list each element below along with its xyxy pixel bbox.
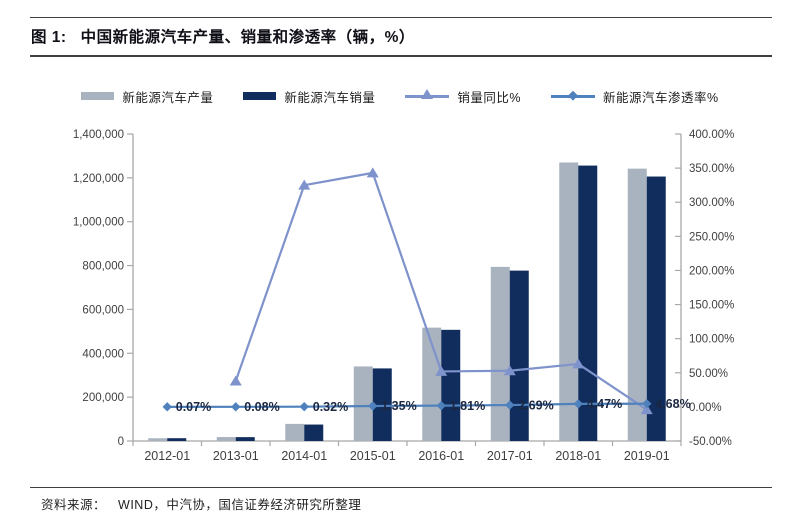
x-axis-category-label: 2012-01 xyxy=(144,449,190,463)
axes: 0 200,000 400,000 600,000 800,000 1,000,000 1,… xyxy=(73,129,735,463)
penetration-data-label: 4.68% xyxy=(655,397,690,411)
right-axis-tick-label: 250.00% xyxy=(689,231,734,243)
diamond-marker-icon xyxy=(436,400,446,411)
title-bottom-rule xyxy=(30,55,772,57)
bar-production-2014-01 xyxy=(285,423,305,441)
bar-production-2019-01 xyxy=(627,168,647,441)
title-top-rule xyxy=(30,17,772,18)
penetration-data-label: 1.81% xyxy=(450,399,485,413)
figure-title-text: 中国新能源汽车产量、销量和渗透率（辆，%） xyxy=(80,29,415,46)
legend-swatch-yoy xyxy=(405,89,450,103)
bar-production-2018-01 xyxy=(559,162,579,441)
bar-sales-2014-01 xyxy=(304,424,324,441)
yoy-line-series xyxy=(229,167,653,415)
x-axis-category-label: 2014-01 xyxy=(281,449,327,463)
legend-item-production: 新能源汽车产量 xyxy=(81,87,213,106)
triangle-marker-icon xyxy=(435,365,448,376)
bar-sales-2013-01 xyxy=(235,437,255,441)
legend-item-label: 新能源汽车渗透率% xyxy=(603,90,719,105)
diamond-marker-icon xyxy=(231,402,241,412)
penetration-data-label: 0.08% xyxy=(244,400,279,414)
diamond-marker-icon xyxy=(642,398,652,409)
source-text: WIND，中汽协，国信证券经济研究所整理 xyxy=(118,498,362,512)
x-axis-category-label: 2018-01 xyxy=(555,449,601,463)
legend-item-yoy: 销量同比% xyxy=(405,87,521,106)
penetration-data-label: 1.35% xyxy=(381,399,416,413)
chart-title: 图 1: 中国新能源汽车产量、销量和渗透率（辆，%） xyxy=(31,25,772,47)
bar-sales-2012-01 xyxy=(167,438,187,441)
left-axis-tick-label: 200,000 xyxy=(82,392,124,404)
right-axis-tick-label: 300.00% xyxy=(689,197,734,209)
penetration-data-label: 4.47% xyxy=(587,397,622,411)
legend-swatch-production xyxy=(81,92,115,100)
diamond-marker-icon xyxy=(573,399,583,409)
footer-rule xyxy=(30,487,772,488)
source-note: 资料来源： WIND，中汽协，国信证券经济研究所整理 xyxy=(41,494,772,513)
triangle-marker-icon xyxy=(572,358,585,369)
legend-item-label: 销量同比% xyxy=(457,90,522,105)
source-label: 资料来源： xyxy=(41,498,107,512)
penetration-data-label: 0.07% xyxy=(176,400,211,414)
diamond-marker-icon xyxy=(505,400,515,410)
x-axis-category-label: 2016-01 xyxy=(418,449,464,463)
legend-swatch-penetration xyxy=(551,89,596,103)
right-axis-tick-label: 100.00% xyxy=(689,334,734,346)
legend-item-label: 新能源汽车产量 xyxy=(122,90,214,105)
legend-item-penetration: 新能源汽车渗透率% xyxy=(551,87,719,106)
bar-sales-2015-01 xyxy=(372,368,392,441)
right-axis-tick-label: 350.00% xyxy=(689,163,734,175)
triangle-marker-icon xyxy=(640,404,653,415)
chart-legend: 新能源汽车产量 新能源汽车销量 销量同比% 新能源汽车渗透率% xyxy=(0,87,800,105)
right-axis-tick-label: 400.00% xyxy=(689,129,734,141)
right-axis-tick-label: -50.00% xyxy=(689,436,732,448)
left-axis-tick-label: 400,000 xyxy=(82,348,124,360)
triangle-marker-icon xyxy=(366,167,379,178)
penetration-line xyxy=(167,402,647,408)
right-axis-tick-label: 0.00% xyxy=(689,402,722,414)
bar-sales-2019-01 xyxy=(646,176,666,441)
right-axis-tick-label: 50.00% xyxy=(689,368,728,380)
triangle-marker-icon xyxy=(503,365,516,376)
legend-item-label: 新能源汽车销量 xyxy=(284,90,376,105)
x-axis-category-label: 2015-01 xyxy=(350,449,396,463)
production-bars xyxy=(148,162,647,441)
bar-production-2012-01 xyxy=(148,438,168,441)
triangle-marker-icon xyxy=(421,89,434,99)
right-axis-tick-label: 150.00% xyxy=(689,300,734,312)
left-axis-tick-label: 600,000 xyxy=(82,304,124,316)
bar-sales-2016-01 xyxy=(441,329,461,441)
figure-number-label: 图 1: xyxy=(31,29,67,46)
bar-production-2015-01 xyxy=(353,366,373,441)
left-axis-tick-label: 800,000 xyxy=(82,261,124,273)
sales-bars xyxy=(167,165,666,441)
diamond-marker-icon xyxy=(299,401,309,412)
triangle-marker-icon xyxy=(229,375,242,386)
penetration-line-series: 0.07% 0.08% 0.32% 1.35% 1.81% 2.69% 4.47% 4.68% xyxy=(162,397,691,414)
left-axis-tick-label: 1,400,000 xyxy=(73,129,124,141)
x-axis-category-label: 2013-01 xyxy=(213,449,259,463)
triangle-marker-icon xyxy=(298,179,311,190)
bar-production-2017-01 xyxy=(490,266,510,441)
x-axis-category-label: 2017-01 xyxy=(487,449,533,463)
penetration-data-label: 2.69% xyxy=(518,398,553,412)
diamond-marker-icon xyxy=(368,401,378,411)
left-axis-tick-label: 0 xyxy=(118,436,124,448)
right-axis-tick-label: 200.00% xyxy=(689,265,734,277)
legend-swatch-sales xyxy=(243,92,277,100)
left-axis-tick-label: 1,000,000 xyxy=(73,217,124,229)
legend-item-sales: 新能源汽车销量 xyxy=(243,87,375,106)
penetration-data-label: 0.32% xyxy=(313,400,348,414)
diamond-marker-icon xyxy=(162,402,172,412)
x-axis-category-label: 2019-01 xyxy=(624,449,670,463)
left-axis-tick-label: 1,200,000 xyxy=(73,173,124,185)
bar-production-2013-01 xyxy=(216,437,236,441)
bar-sales-2017-01 xyxy=(509,270,529,441)
